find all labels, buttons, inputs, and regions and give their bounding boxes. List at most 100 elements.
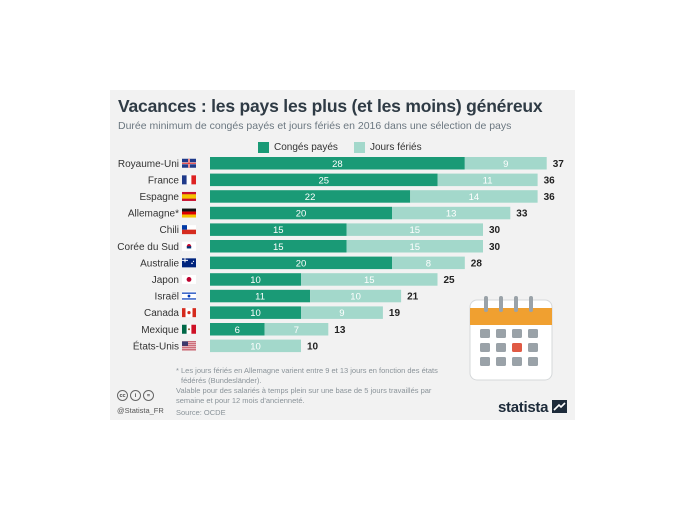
bar-total-label: 30 bbox=[489, 225, 501, 236]
bar-total-label: 25 bbox=[444, 275, 456, 286]
bar-public-holidays bbox=[410, 190, 538, 203]
legend-item-paid: Congés payés bbox=[258, 141, 338, 153]
bar-holidays-label: 11 bbox=[483, 175, 493, 186]
bar-paid-label: 15 bbox=[273, 242, 284, 253]
bar-holidays-label: 15 bbox=[364, 275, 375, 286]
bar-holidays-label: 9 bbox=[339, 308, 344, 319]
twitter-handle: @Statista_FR bbox=[117, 406, 164, 415]
bar-paid-label: 15 bbox=[273, 225, 284, 236]
bar-paid-label: 20 bbox=[296, 258, 307, 269]
bar-holidays-label: 15 bbox=[409, 242, 420, 253]
source-note: Source: OCDE bbox=[176, 408, 226, 417]
bar-paid-label: 25 bbox=[318, 175, 329, 186]
category-label: Mexique bbox=[141, 325, 179, 336]
category-label: États-Unis bbox=[133, 339, 179, 352]
bar-public-holidays bbox=[310, 289, 402, 303]
bar-paid-leave bbox=[210, 223, 347, 236]
footnote-line-2: fédérés (Bundesländer). bbox=[181, 376, 262, 385]
bar-public-holidays bbox=[392, 256, 465, 270]
bar-total-label: 33 bbox=[516, 209, 528, 220]
bar-total-label: 30 bbox=[489, 242, 501, 253]
statista-logo-mark bbox=[552, 400, 567, 413]
bar-holidays-label: 10 bbox=[350, 292, 361, 303]
south-korea-flag-icon bbox=[182, 241, 196, 251]
bar-paid-label: 10 bbox=[250, 275, 261, 286]
legend-swatch-paid bbox=[258, 141, 269, 153]
chart-title: Vacances : les pays les plus (et les moi… bbox=[118, 96, 543, 116]
bar-paid-leave bbox=[210, 273, 301, 286]
bar-holidays-label: 8 bbox=[426, 258, 431, 269]
creative-commons-badges: cc i = bbox=[117, 390, 156, 401]
australia-flag-icon bbox=[182, 258, 196, 268]
chart-subtitle: Durée minimum de congés payés et jours f… bbox=[118, 120, 512, 132]
bar-total-label: 37 bbox=[553, 159, 565, 170]
bar-paid-leave bbox=[210, 289, 311, 303]
bar-paid-leave bbox=[210, 240, 347, 253]
canada-flag-icon bbox=[182, 308, 196, 318]
category-label: Israël bbox=[155, 292, 179, 303]
bar-public-holidays bbox=[210, 339, 301, 353]
bar-total-label: 13 bbox=[334, 325, 346, 336]
footnote-line-1: * Les jours fériés en Allemagne varient … bbox=[176, 366, 438, 375]
footnote-line-4: semaine et pour 12 mois d'ancienneté. bbox=[176, 396, 305, 405]
chart-legend: Congés payés Jours fériés bbox=[258, 140, 438, 154]
legend-label-holidays: Jours fériés bbox=[369, 141, 422, 153]
mexico-flag-icon bbox=[182, 324, 196, 334]
bar-public-holidays bbox=[346, 240, 483, 253]
bar-public-holidays bbox=[464, 157, 547, 170]
statista-logo-text: statista bbox=[498, 399, 549, 416]
category-label: Japon bbox=[152, 275, 179, 286]
bar-holidays-label: 13 bbox=[446, 209, 457, 220]
bar-public-holidays bbox=[437, 173, 538, 187]
category-label: France bbox=[148, 175, 180, 186]
spain-flag-icon bbox=[182, 191, 196, 201]
bar-total-label: 10 bbox=[307, 341, 319, 352]
bar-public-holidays bbox=[301, 273, 438, 286]
bar-public-holidays bbox=[264, 323, 329, 336]
bar-holidays-label: 7 bbox=[294, 325, 299, 336]
category-label: Espagne bbox=[140, 192, 180, 203]
bar-total-label: 21 bbox=[407, 292, 419, 303]
bar-public-holidays bbox=[392, 206, 511, 220]
cc-icon: cc bbox=[117, 390, 128, 401]
bar-total-label: 36 bbox=[544, 192, 556, 203]
category-label: Corée du Sud bbox=[117, 242, 179, 253]
bar-public-holidays bbox=[301, 306, 383, 319]
footnote-line-3: Valable pour des salariés à temps plein … bbox=[176, 386, 432, 395]
bar-paid-leave bbox=[210, 323, 265, 336]
legend-swatch-holidays bbox=[353, 141, 365, 153]
bar-paid-leave bbox=[210, 157, 465, 170]
bar-paid-leave bbox=[210, 190, 411, 203]
legend-item-holidays: Jours fériés bbox=[353, 141, 422, 153]
bar-holidays-label: 10 bbox=[250, 341, 261, 352]
category-label: Chili bbox=[160, 225, 179, 236]
bar-paid-label: 11 bbox=[255, 292, 265, 303]
attribution-icon: i bbox=[130, 390, 141, 401]
bar-holidays-label: 15 bbox=[409, 225, 420, 236]
japan-flag-icon bbox=[182, 274, 196, 284]
chile-flag-icon bbox=[182, 225, 196, 235]
uk-flag-icon bbox=[182, 158, 196, 168]
no-derivatives-icon: = bbox=[143, 390, 154, 401]
bar-paid-label: 6 bbox=[235, 325, 240, 336]
statista-logo: statista bbox=[498, 399, 567, 416]
legend-label-paid: Congés payés bbox=[274, 141, 338, 153]
bar-holidays-label: 9 bbox=[503, 159, 508, 170]
category-label: Australie bbox=[140, 258, 179, 269]
bar-public-holidays bbox=[346, 223, 483, 236]
bar-paid-label: 10 bbox=[250, 308, 261, 319]
category-label: Allemagne* bbox=[128, 209, 179, 220]
bar-paid-label: 20 bbox=[296, 209, 307, 220]
category-label: Royaume-Uni bbox=[118, 159, 179, 170]
bar-paid-label: 28 bbox=[332, 159, 343, 170]
germany-flag-icon bbox=[182, 208, 196, 218]
bar-total-label: 28 bbox=[471, 258, 483, 269]
bar-paid-leave bbox=[210, 173, 438, 187]
israel-flag-icon bbox=[182, 291, 196, 301]
bar-total-label: 36 bbox=[544, 175, 556, 186]
bar-paid-leave bbox=[210, 206, 392, 220]
category-label: Canada bbox=[144, 308, 179, 319]
bar-paid-leave bbox=[210, 306, 301, 319]
